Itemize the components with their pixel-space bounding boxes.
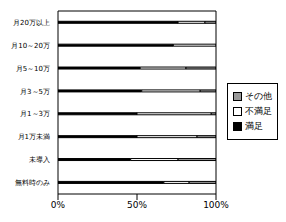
svg-text:月1万未満: 月1万未満	[18, 133, 50, 141]
svg-text:100%: 100%	[203, 200, 229, 210]
svg-text:50%: 50%	[127, 200, 147, 210]
html-text:満足: 満足	[245, 120, 263, 131]
svg-text:無料時のみ: 無料時のみ	[15, 179, 50, 187]
svg-text:0%: 0%	[51, 200, 66, 210]
svg-text:月20万以上: 月20万以上	[13, 19, 50, 27]
svg-text:月10～20万: 月10～20万	[11, 42, 50, 50]
svg-text:未導入: 未導入	[29, 156, 50, 164]
svg-text:月1～3万: 月1～3万	[20, 110, 50, 118]
svg-text:月5～10万: 月5～10万	[16, 65, 50, 73]
html-text:その他: その他	[245, 90, 272, 101]
html-text:不満足: 不満足	[245, 105, 272, 116]
svg-text:月3～5万: 月3～5万	[20, 88, 50, 96]
